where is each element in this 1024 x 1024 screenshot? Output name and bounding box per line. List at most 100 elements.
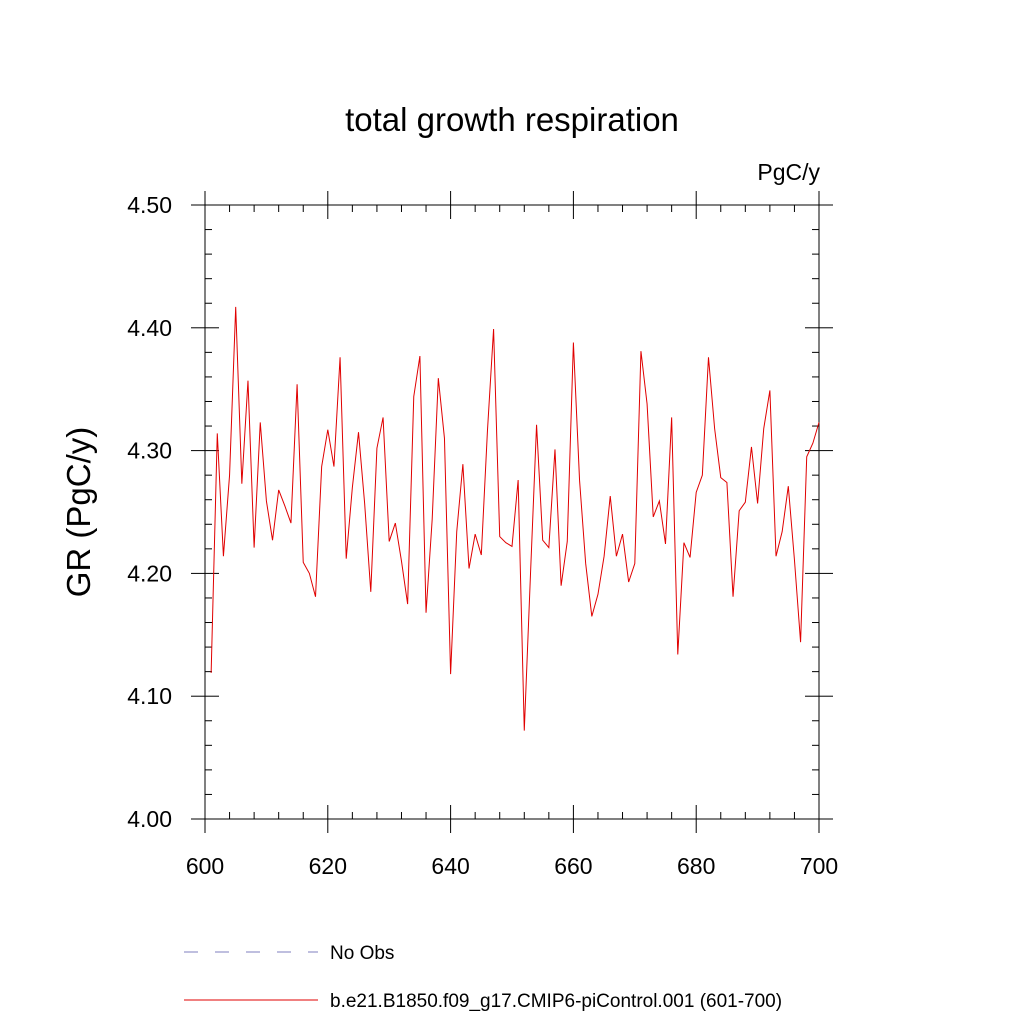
data-point xyxy=(211,672,212,673)
data-point xyxy=(763,428,764,429)
data-point xyxy=(333,466,334,467)
data-point xyxy=(659,500,660,501)
data-point xyxy=(297,384,298,385)
data-point xyxy=(481,554,482,555)
data-point xyxy=(536,424,537,425)
data-point xyxy=(395,522,396,523)
data-point xyxy=(260,422,261,423)
data-point xyxy=(518,479,519,480)
x-tick-label: 680 xyxy=(677,853,715,879)
y-tick-label: 4.30 xyxy=(127,438,172,464)
data-point xyxy=(634,563,635,564)
data-point xyxy=(511,546,512,547)
data-point xyxy=(382,417,383,418)
series-line xyxy=(210,306,820,731)
data-point xyxy=(622,534,623,535)
x-tick-label: 600 xyxy=(186,853,224,879)
y-tick-label: 4.40 xyxy=(127,315,172,341)
plot-frame xyxy=(204,204,820,820)
data-point xyxy=(812,443,813,444)
data-point xyxy=(732,596,733,597)
data-point xyxy=(432,519,433,520)
x-tick-label: 700 xyxy=(800,853,838,879)
data-point xyxy=(788,486,789,487)
data-point xyxy=(493,328,494,329)
data-point xyxy=(653,516,654,517)
data-point xyxy=(745,502,746,503)
x-tick-label: 640 xyxy=(431,853,469,879)
data-point xyxy=(604,556,605,557)
data-point xyxy=(229,475,230,476)
y-tick-label: 4.10 xyxy=(127,683,172,709)
data-point xyxy=(389,541,390,542)
data-point xyxy=(696,492,697,493)
data-point xyxy=(782,531,783,532)
data-point xyxy=(321,466,322,467)
data-point xyxy=(223,556,224,557)
data-point xyxy=(217,433,218,434)
data-point xyxy=(438,378,439,379)
data-point xyxy=(327,429,328,430)
data-point xyxy=(806,456,807,457)
axis-ticks xyxy=(191,191,833,833)
data-point xyxy=(554,449,555,450)
data-point xyxy=(524,730,525,731)
data-point xyxy=(689,557,690,558)
data-point xyxy=(315,596,316,597)
data-point xyxy=(499,536,500,537)
data-point xyxy=(720,477,721,478)
y-tick-label: 4.50 xyxy=(127,192,172,218)
data-point xyxy=(702,475,703,476)
data-point xyxy=(401,561,402,562)
data-point xyxy=(579,479,580,480)
data-point xyxy=(247,380,248,381)
data-point xyxy=(339,357,340,358)
data-point xyxy=(548,547,549,548)
legend-label: b.e21.B1850.f09_g17.CMIP6-piControl.001 … xyxy=(330,991,782,1012)
y-axis-label: GR (PgC/y) xyxy=(60,427,97,598)
data-point xyxy=(677,654,678,655)
data-point xyxy=(444,438,445,439)
data-point xyxy=(794,559,795,560)
data-point xyxy=(573,342,574,343)
tick-labels: 600 620 640 660 680 700 4.00 4.10 4.20 4.30 4.40 4.… xyxy=(127,192,838,879)
data-point xyxy=(364,503,365,504)
data-point xyxy=(413,396,414,397)
data-point xyxy=(646,403,647,404)
data-point xyxy=(757,503,758,504)
data-point xyxy=(616,556,617,557)
data-point xyxy=(818,422,819,423)
data-point xyxy=(290,522,291,523)
data-point xyxy=(567,541,568,542)
data-point xyxy=(800,642,801,643)
data-point xyxy=(640,351,641,352)
data-point xyxy=(241,483,242,484)
data-point xyxy=(585,563,586,564)
data-point xyxy=(468,568,469,569)
legend: No Obs b.e21.B1850.f09_g17.CMIP6-piContro… xyxy=(184,943,782,1012)
y-tick-label: 4.00 xyxy=(127,806,172,832)
data-point xyxy=(505,542,506,543)
data-point xyxy=(419,355,420,356)
data-point xyxy=(683,542,684,543)
data-point xyxy=(708,357,709,358)
legend-label: No Obs xyxy=(330,943,394,964)
data-point xyxy=(407,604,408,605)
data-point xyxy=(450,673,451,674)
data-point xyxy=(376,448,377,449)
data-point xyxy=(714,428,715,429)
data-point xyxy=(346,558,347,559)
data-point xyxy=(542,540,543,541)
data-point xyxy=(462,464,463,465)
data-point xyxy=(352,487,353,488)
data-point xyxy=(456,531,457,532)
data-point xyxy=(671,417,672,418)
data-point xyxy=(775,556,776,557)
data-point xyxy=(561,585,562,586)
data-point xyxy=(665,543,666,544)
data-point xyxy=(751,446,752,447)
data-point xyxy=(358,432,359,433)
chart-title: total growth respiration xyxy=(345,101,679,138)
data-point xyxy=(309,573,310,574)
data-point xyxy=(254,547,255,548)
